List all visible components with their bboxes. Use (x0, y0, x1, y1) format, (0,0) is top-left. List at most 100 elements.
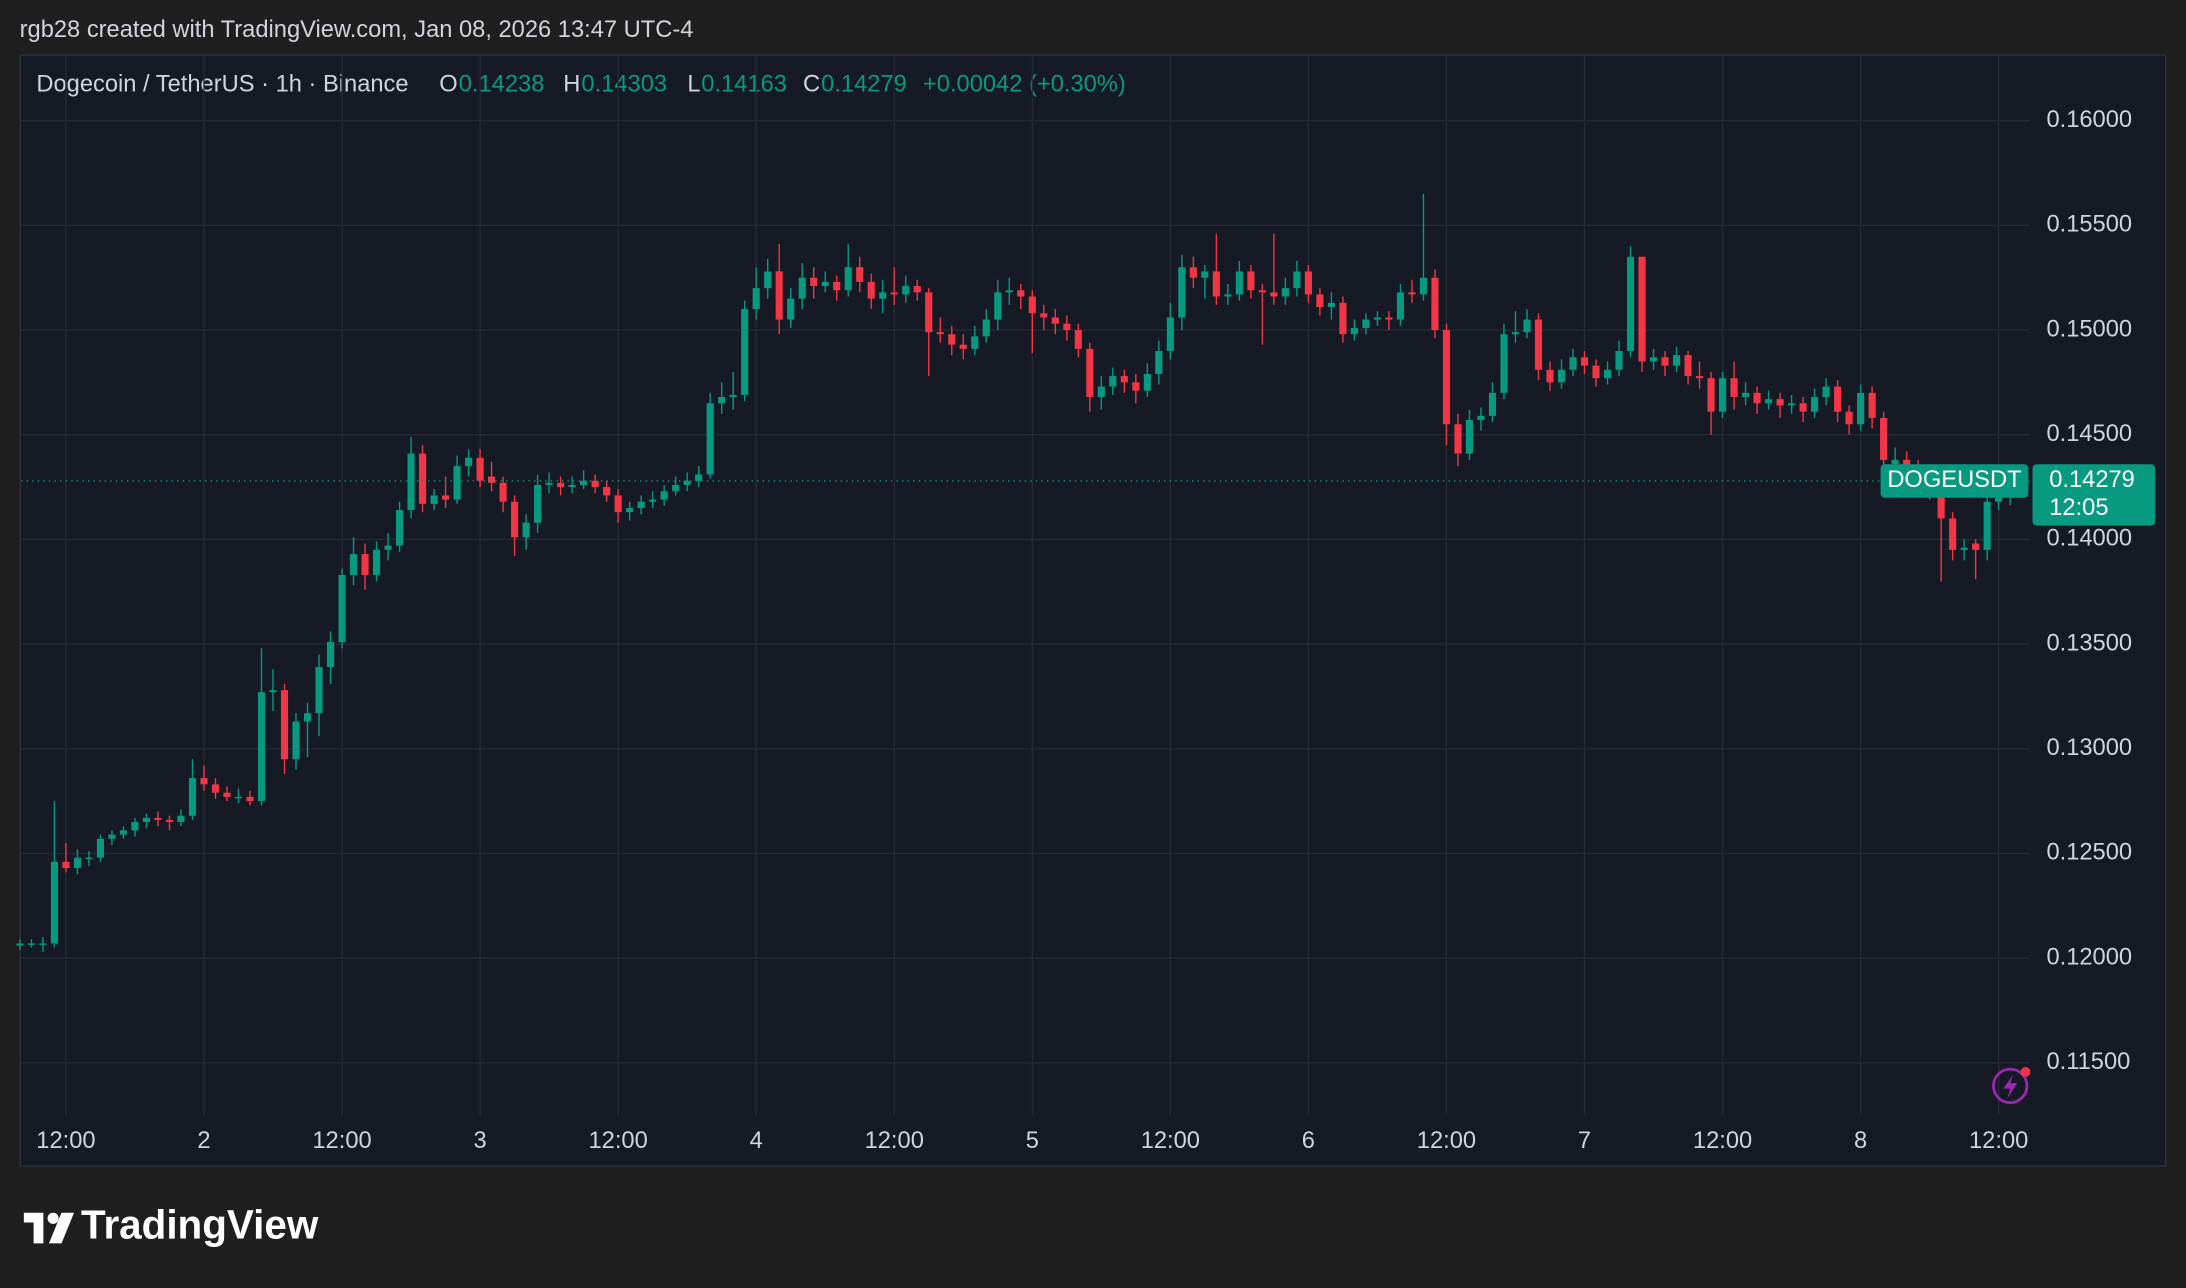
candle-body (165, 819, 174, 823)
candle-body (959, 344, 967, 349)
candle-body (1511, 332, 1520, 335)
candle-body (326, 641, 335, 668)
x-tick-label: 7 (1578, 1128, 1591, 1154)
candle-body (211, 784, 220, 793)
candle-body (764, 271, 772, 289)
candle-body (418, 453, 427, 504)
candle-body (1040, 313, 1048, 318)
ohlc-label: L (687, 71, 700, 97)
candle-body (1592, 365, 1600, 379)
candle-body (1477, 415, 1485, 421)
candle-body (637, 501, 645, 508)
candle-body (1097, 386, 1105, 398)
candle-body (591, 480, 599, 488)
candle-body (1028, 296, 1036, 314)
candle-body (1960, 547, 1968, 550)
candle-body (1500, 334, 1508, 393)
candle-body (131, 822, 139, 831)
x-tick-label: 12:00 (588, 1128, 647, 1154)
y-tick-label: 0.15500 (2046, 212, 2132, 238)
x-tick-label: 5 (1026, 1128, 1039, 1154)
candle-body (844, 267, 852, 291)
candle-body (1178, 267, 1186, 318)
candle-body (1396, 292, 1405, 320)
candle-body (1120, 376, 1128, 383)
x-tick-label: 12:00 (1141, 1128, 1200, 1154)
candle-body (522, 522, 530, 538)
candle-body (1201, 271, 1209, 278)
alert-icon (1992, 1067, 2031, 1104)
ohlc-label: C (803, 71, 820, 97)
candle-body (338, 574, 346, 642)
candle-body (361, 554, 369, 575)
candle-body (1695, 376, 1704, 379)
candle-body (1051, 317, 1059, 324)
x-tick-label: 12:00 (1969, 1128, 2028, 1154)
candle-body (1212, 271, 1220, 297)
candle-body (1626, 256, 1635, 351)
candle-body (1235, 271, 1243, 295)
candle-body (1017, 290, 1025, 297)
candle-body (729, 394, 737, 398)
candle-body (269, 690, 277, 693)
candle-body (488, 476, 496, 483)
candle-body (27, 943, 35, 945)
candle-body (257, 692, 266, 802)
countdown-label: 12:05 (2049, 495, 2108, 521)
candle-body (879, 292, 887, 299)
candle-body (1074, 330, 1082, 349)
candle-body (1811, 397, 1819, 412)
candle-body (798, 277, 806, 299)
candle-body (982, 319, 990, 337)
candle-body (1557, 369, 1566, 383)
candle-body (741, 309, 749, 395)
candle-body (372, 549, 381, 575)
candle-body (246, 796, 254, 802)
candle-body (1304, 271, 1312, 295)
candle-body (672, 484, 680, 492)
candle-body (1281, 288, 1289, 297)
x-tick-label: 6 (1302, 1128, 1315, 1154)
ohlc-label: H (563, 71, 580, 97)
candle-body (384, 545, 392, 550)
candle-body (465, 457, 473, 467)
candle-body (1546, 369, 1554, 383)
candle-body (1822, 386, 1830, 398)
candle-body (1972, 543, 1980, 550)
candle-body (925, 292, 933, 333)
candle-body (234, 796, 243, 799)
candle-body (1799, 403, 1807, 412)
candle-body (1155, 350, 1163, 374)
attribution: rgb28 created with TradingView.com, Jan … (20, 17, 694, 43)
candle-body (1534, 319, 1543, 370)
candle-body (1523, 319, 1531, 333)
candle-body (1845, 411, 1853, 425)
candle-body (499, 482, 507, 502)
candle-body (292, 721, 300, 760)
candle-body (557, 482, 565, 488)
candle-body (1339, 302, 1347, 335)
candle-body (16, 943, 24, 946)
x-tick-label: 3 (473, 1128, 486, 1154)
candle-body (177, 815, 185, 823)
candle-body (73, 857, 81, 869)
candle-body (1718, 378, 1727, 412)
candle-body (821, 281, 829, 287)
candle-body (1684, 355, 1692, 377)
candle-body (603, 487, 611, 496)
candle-body (902, 286, 910, 295)
candle-body (568, 484, 576, 488)
candle-body (50, 861, 58, 944)
candle-body (683, 480, 691, 485)
candle-body (948, 334, 956, 345)
ohlc-value: 0.14163 (701, 71, 787, 97)
candle-body (1880, 417, 1888, 460)
candle-body (188, 778, 197, 816)
candle-body (810, 277, 818, 287)
candle-body (442, 495, 450, 500)
chart-panel (19, 54, 2167, 1167)
candle-body (119, 830, 128, 835)
candle-body (660, 491, 668, 500)
candle-body (1465, 420, 1474, 454)
